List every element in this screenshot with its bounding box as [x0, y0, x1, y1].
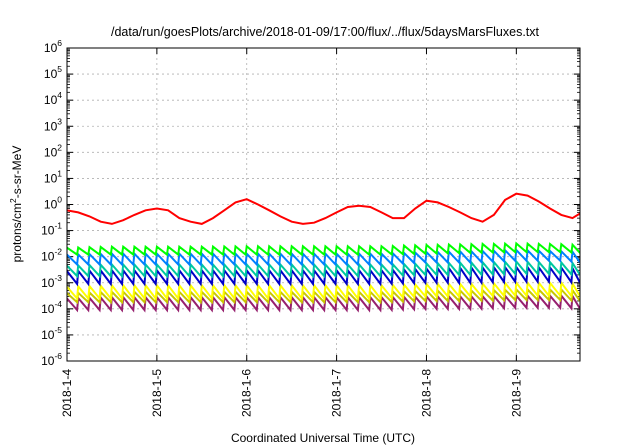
y-axis-label: protons/cm2-s-sr-MeV — [8, 146, 24, 263]
x-tick-label: 2018-1-6 — [240, 369, 254, 417]
y-tick-label: 10-5 — [41, 325, 62, 342]
y-tick-label: 102 — [44, 142, 62, 159]
y-tick-labels: 10-6 10-5 10-4 10-3 10-2 10-1 100 101 102 103 104 1… — [41, 38, 62, 368]
series-line-1 — [67, 192, 580, 225]
x-axis-label: Coordinated Universal Time (UTC) — [231, 431, 415, 445]
x-tick-label: 2018-1-9 — [509, 369, 523, 417]
y-tick-label: 103 — [44, 116, 62, 133]
y-tick-label: 10-4 — [41, 299, 62, 316]
y-tick-label: 101 — [44, 168, 62, 185]
x-tick-labels: 2018-1-4 2018-1-5 2018-1-6 2018-1-7 2018-1-8… — [60, 369, 523, 417]
x-tick-label: 2018-1-7 — [330, 369, 344, 417]
x-tick-label: 2018-1-5 — [150, 369, 164, 417]
y-tick-label: 10-6 — [41, 351, 62, 368]
y-tick-label: 10-3 — [41, 273, 62, 290]
x-tick-label: 2018-1-8 — [419, 369, 433, 417]
y-tick-label: 106 — [44, 38, 62, 55]
y-tick-label: 105 — [44, 64, 62, 81]
chart-title: /data/run/goesPlots/archive/2018-01-09/1… — [111, 25, 540, 39]
grid — [66, 47, 580, 362]
x-tick-label: 2018-1-4 — [60, 369, 74, 417]
y-tick-label: 104 — [44, 90, 62, 107]
y-axis-label-main: protons/cm — [10, 203, 24, 262]
y-axis-label-sup: 2 — [8, 198, 18, 203]
y-tick-label: 10-1 — [41, 221, 62, 238]
plot-frame — [66, 47, 581, 362]
series-line-4 — [67, 258, 580, 279]
series-line-6 — [67, 280, 580, 302]
y-tick-label: 10-2 — [41, 247, 62, 264]
y-tick-label: 100 — [44, 195, 62, 212]
series-line-2 — [67, 241, 580, 257]
series-group — [67, 192, 580, 313]
y-axis-label-rest: -s-sr-MeV — [10, 146, 24, 199]
